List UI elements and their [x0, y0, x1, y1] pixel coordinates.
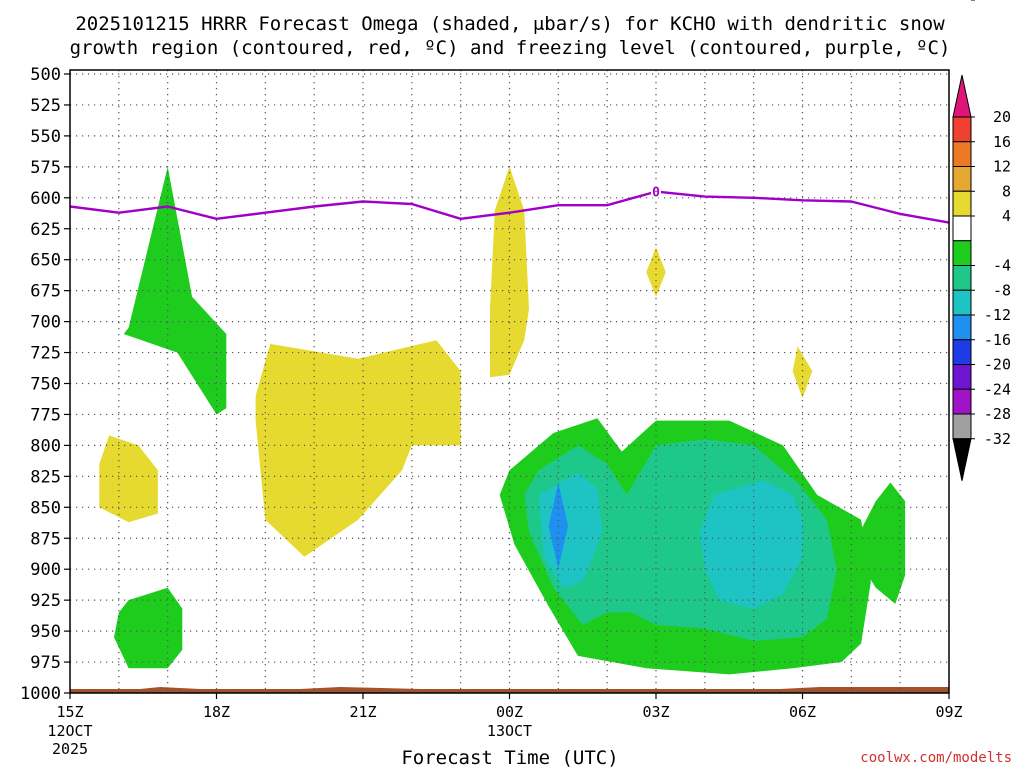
colorbar-box-5: [952, 215, 972, 242]
colorbar-top-triangle: [952, 74, 972, 118]
y-tick-675: 675: [30, 282, 61, 302]
omega-region-yellow-1530z-blob: [99, 435, 158, 523]
y-tick-825: 825: [30, 467, 61, 487]
y-tick-900: 900: [30, 560, 61, 580]
y-tick-525: 525: [30, 96, 61, 116]
freezing-level-line: [69, 190, 950, 224]
y-tick-625: 625: [30, 220, 61, 240]
colorbar-box-6: [952, 240, 972, 266]
y-tick-500: 500: [30, 65, 61, 85]
y-tick-875: 875: [30, 529, 61, 549]
x-tick-24-line2: 13OCT: [487, 722, 532, 740]
freezing-level-label-bg: [651, 183, 661, 198]
y-tick-800: 800: [30, 436, 61, 456]
colorbar-box-13: [952, 413, 972, 440]
colorbar-box-10: [952, 339, 972, 365]
y-tick-700: 700: [30, 313, 61, 333]
colorbar-box-4: [952, 190, 972, 217]
colorbar-tick--24: -24: [984, 380, 1011, 398]
colorbar-box-11: [952, 364, 972, 390]
colorbar-box-1: [952, 116, 972, 143]
x-tick-18-line1: 18Z: [203, 703, 230, 721]
colorbar-tick-12: 12: [993, 158, 1011, 176]
freezing-level-contour: 0: [69, 183, 950, 224]
colorbar-tick--28: -28: [984, 405, 1011, 423]
y-tick-975: 975: [30, 653, 61, 673]
omega-region-yellow-1930z-blob: [255, 340, 461, 557]
y-tick-750: 750: [30, 375, 61, 395]
x-tick-15-line3: 2025: [52, 740, 88, 758]
colorbar-tick-8: 8: [1002, 182, 1011, 200]
colorbar-box-2: [952, 141, 972, 167]
ground-layer: [70, 687, 949, 693]
x-axis-label: Forecast Time (UTC): [401, 747, 618, 768]
omega-region-yellow-03z-diamond: [646, 247, 666, 297]
x-tick-15-line2: 12OCT: [47, 722, 92, 740]
y-tick-575: 575: [30, 158, 61, 178]
x-tick-21-line1: 21Z: [349, 703, 376, 721]
colorbar-bottom-triangle: [952, 438, 972, 481]
omega-region-cyan-05z: [699, 480, 803, 609]
credit-text: coolwx.com/modelts: [860, 750, 1012, 766]
y-tick-1000: 1000: [20, 684, 61, 704]
colorbar-tick--16: -16: [984, 331, 1011, 349]
colorbar-tick-20: 20: [993, 108, 1011, 126]
colorbar-box-9: [952, 314, 972, 341]
colorbar-tick--12: -12: [984, 306, 1011, 324]
colorbar: 20 16 12 8 4 -4 -8 -12 -16 -20 -24 -28 -32 -36: [952, 0, 1011, 481]
x-tick-27-line1: 03Z: [642, 703, 669, 721]
omega-region-yellow-00z-column: [490, 166, 529, 378]
colorbar-box-3: [952, 166, 972, 192]
omega-shaded-regions: [99, 166, 906, 675]
colorbar-tick-16: 16: [993, 133, 1011, 151]
chart-title-line2: growth region (contoured, red, ºC) and f…: [70, 37, 951, 59]
y-axis-ticks: 500 525 550 575 600 625 650 675 700 725 750 775 800 8…: [20, 65, 70, 704]
omega-region-green-16z-low: [114, 587, 183, 669]
y-tick-725: 725: [30, 344, 61, 364]
x-tick-33-line1: 09Z: [935, 703, 962, 721]
colorbar-tick--4: -4: [993, 257, 1011, 275]
colorbar-tick-4: 4: [1002, 207, 1011, 225]
colorbar-box-8: [952, 289, 972, 316]
colorbar-tick--8: -8: [993, 281, 1011, 299]
colorbar-tick--20: -20: [984, 356, 1011, 374]
colorbar-tick--36: -36: [984, 0, 1011, 4]
colorbar-tick--32: -32: [984, 430, 1011, 448]
chart-title-line1: 2025101215 HRRR Forecast Omega (shaded, …: [75, 13, 945, 35]
y-tick-775: 775: [30, 405, 61, 425]
y-tick-550: 550: [30, 127, 61, 147]
y-tick-600: 600: [30, 189, 61, 209]
omega-region-blue-01z-core: [548, 482, 569, 570]
x-tick-30-line1: 06Z: [789, 703, 816, 721]
omega-region-green-17z-column: [123, 166, 227, 415]
colorbar-box-12: [952, 388, 972, 415]
ground-strip: [70, 687, 949, 693]
x-tick-24-line1: 00Z: [496, 703, 523, 721]
y-tick-650: 650: [30, 251, 61, 271]
x-tick-15-line1: 15Z: [56, 703, 83, 721]
y-tick-850: 850: [30, 498, 61, 518]
y-tick-950: 950: [30, 622, 61, 642]
omega-region-yellow-06z-diamond: [792, 346, 813, 399]
colorbar-box-7: [952, 265, 972, 291]
y-tick-925: 925: [30, 591, 61, 611]
freezing-level-label: 0: [652, 186, 660, 201]
